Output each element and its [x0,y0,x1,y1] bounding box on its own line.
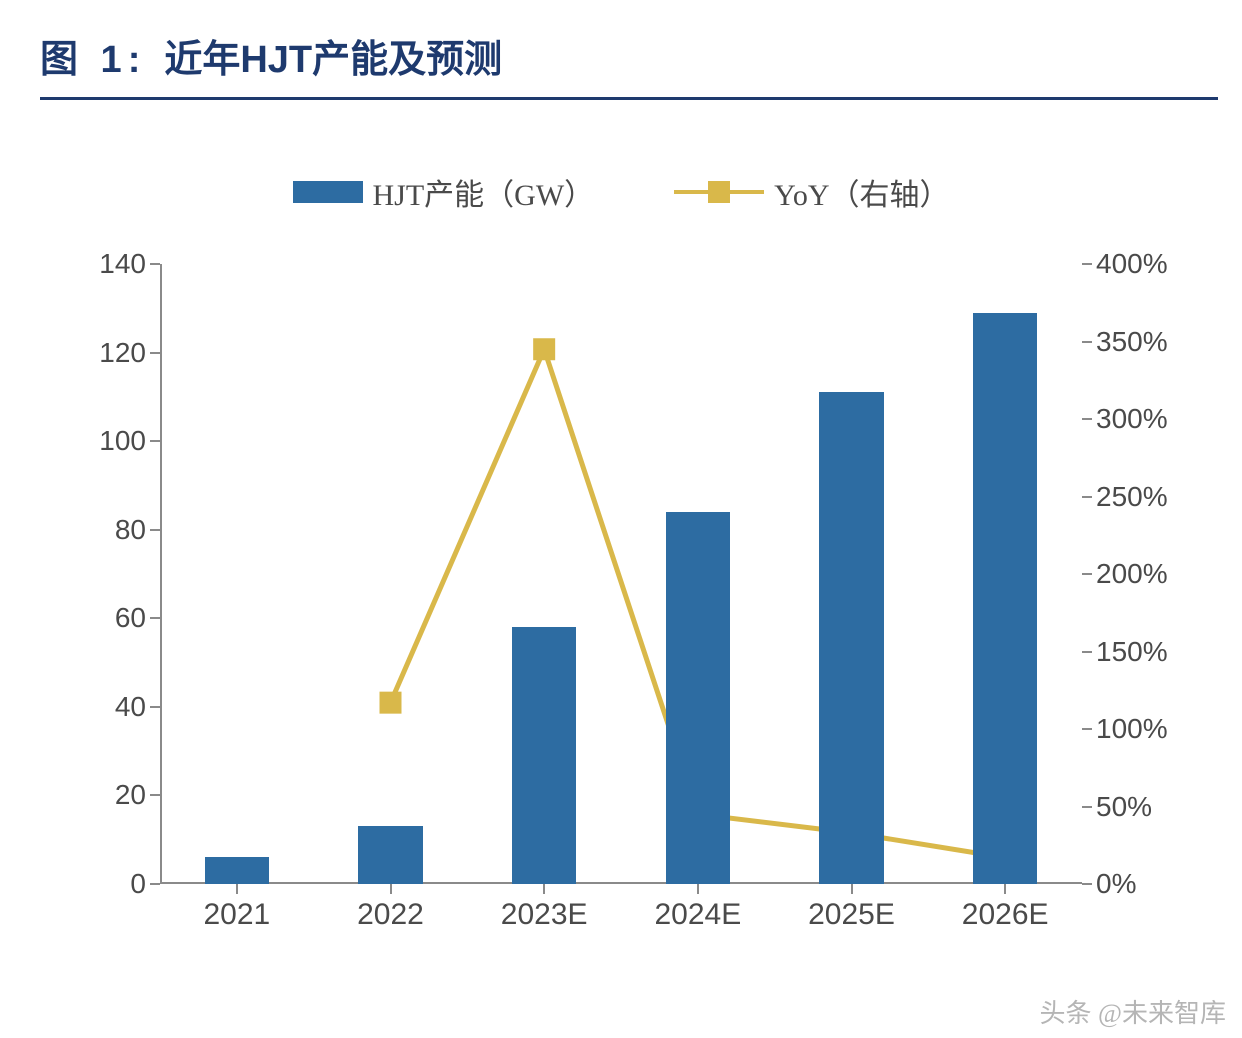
y-right-label: 300% [1082,403,1168,435]
legend-line-swatch [674,181,764,203]
legend-item-bars: HJT产能（GW） [293,170,595,214]
y-right-label: 0% [1082,868,1136,900]
x-category-label: 2026E [962,884,1049,932]
y-left-label: 100 [99,425,160,457]
legend-bar-swatch [293,181,363,203]
y-left-label: 60 [115,602,160,634]
y-left-label: 20 [115,779,160,811]
y-right-label: 50% [1082,791,1152,823]
x-category-label: 2024E [654,884,741,932]
bar [973,313,1038,884]
bar [358,826,423,884]
figure-header: 图 1: 近年HJT产能及预测 [0,0,1242,97]
y-right-label: 400% [1082,248,1168,280]
legend-bar-label: HJT产能（GW） [373,170,595,214]
legend-item-line: YoY（右轴） [674,170,949,214]
x-category-label: 2022 [357,884,424,932]
legend: HJT产能（GW） YoY（右轴） [40,170,1202,214]
watermark: 头条 @未来智库 [1040,993,1226,1030]
bar [666,512,731,884]
y-left-axis-line [160,264,162,884]
y-left-label: 140 [99,248,160,280]
y-right-label: 250% [1082,481,1168,513]
yoy-marker [533,338,555,360]
bar [205,857,270,884]
title-underline [40,97,1218,100]
yoy-marker [380,692,402,714]
y-right-label: 200% [1082,558,1168,590]
x-category-label: 2021 [203,884,270,932]
figure-title: 近年HJT产能及预测 [164,28,502,83]
y-left-label: 80 [115,514,160,546]
legend-line-label: YoY（右轴） [774,170,949,214]
bar [819,392,884,884]
line-series [160,264,1082,884]
y-right-label: 350% [1082,326,1168,358]
figure-label: 图 1: [40,28,146,83]
x-category-label: 2023E [501,884,588,932]
y-right-label: 100% [1082,713,1168,745]
y-left-label: 120 [99,337,160,369]
x-category-label: 2025E [808,884,895,932]
x-axis-line [160,882,1082,884]
y-left-label: 0 [130,868,160,900]
y-right-label: 150% [1082,636,1168,668]
y-left-label: 40 [115,691,160,723]
chart-container: HJT产能（GW） YoY（右轴） 0204060801001201400%50… [40,170,1202,884]
plot-area: 0204060801001201400%50%100%150%200%250%3… [160,264,1082,884]
bar [512,627,577,884]
